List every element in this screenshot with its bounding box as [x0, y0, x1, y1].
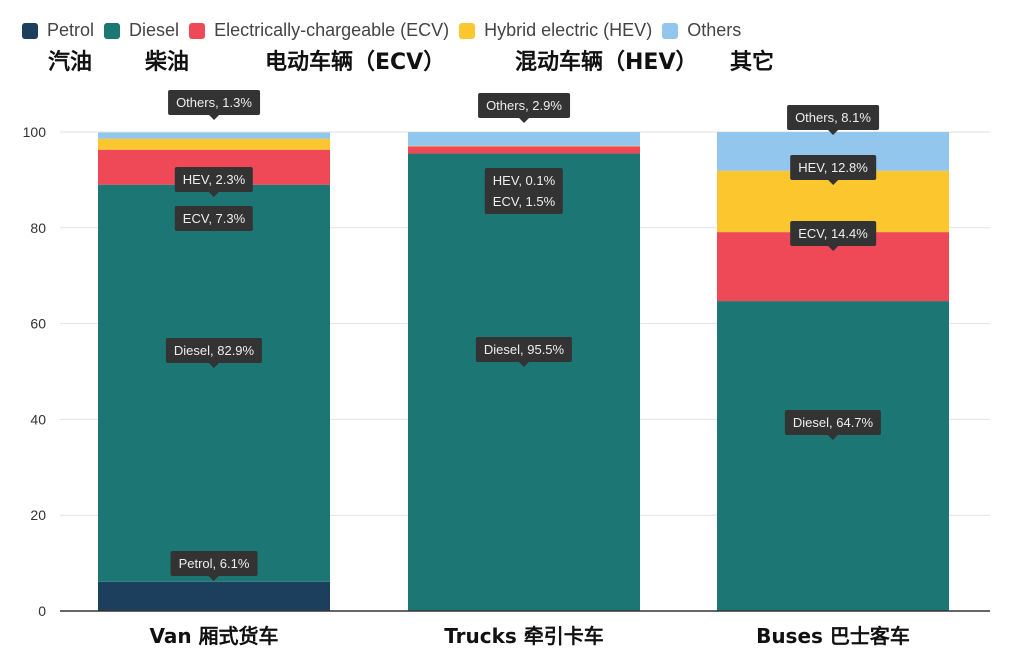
legend-item-electrically-chargeable[interactable]: Electrically-chargeable (ECV) — [189, 20, 449, 41]
legend-item-hybrid[interactable]: Hybrid electric (HEV) — [459, 20, 652, 41]
legend-label: Petrol — [47, 20, 95, 40]
data-label-tooltip: ECV, 1.5% — [484, 189, 564, 214]
legend-label: Others — [687, 20, 742, 40]
data-label-tooltip: Diesel, 64.7% — [784, 410, 882, 440]
legend: Petrol Diesel Electrically-chargeable (ECV… — [22, 20, 751, 41]
bar-segment-diesel — [717, 301, 949, 611]
legend-swatch — [22, 22, 38, 39]
y-tick-label: 100 — [23, 124, 47, 140]
y-tick-label: 20 — [30, 507, 46, 523]
legend-swatch — [459, 22, 476, 39]
legend-label: Diesel — [129, 20, 180, 40]
data-label-tooltip: ECV, 7.3% — [174, 206, 254, 231]
data-label-tooltip: Petrol, 6.1% — [170, 551, 258, 581]
bar-segment-diesel — [98, 184, 330, 582]
x-category-label: Buses 巴士客车 — [756, 624, 910, 648]
legend-label: Electrically-chargeable (ECV) — [214, 20, 450, 40]
data-label-tooltip: HEV, 12.8% — [790, 155, 876, 185]
y-tick-label: 60 — [30, 316, 46, 332]
legend-item-petrol[interactable]: Petrol — [22, 20, 94, 41]
y-tick-label: 0 — [38, 603, 46, 619]
bar-segment-diesel — [408, 153, 640, 611]
bar-segment-hev — [98, 138, 330, 150]
bar-segment-ecv — [408, 146, 640, 154]
bar-segment-others — [408, 132, 640, 146]
legend-label-cn: 电动车辆（ECV） — [265, 50, 446, 75]
x-category-label: Trucks 牵引卡车 — [444, 624, 604, 648]
legend-label-cn: 柴油 — [145, 50, 190, 75]
data-label-tooltip: ECV, 14.4% — [790, 221, 876, 251]
legend-item-others[interactable]: Others — [662, 20, 741, 41]
legend-label-cn: 汽油 — [48, 50, 93, 75]
legend-label-cn: 其它 — [730, 50, 775, 75]
data-label-tooltip: Diesel, 95.5% — [475, 337, 573, 367]
legend-label-cn: 混动车辆（HEV） — [515, 50, 698, 75]
bar-segment-petrol — [98, 581, 330, 611]
legend-swatch — [189, 22, 206, 39]
legend-swatch — [104, 22, 121, 39]
data-label-tooltip: HEV, 0.1% — [484, 168, 564, 193]
data-label-tooltip: Others, 8.1% — [787, 105, 879, 135]
data-label-tooltip: Others, 1.3% — [168, 90, 260, 120]
data-label-tooltip: Diesel, 82.9% — [165, 338, 263, 368]
legend-label: Hybrid electric (HEV) — [484, 20, 653, 40]
y-tick-label: 40 — [30, 411, 46, 427]
y-tick-label: 80 — [30, 220, 46, 236]
legend-swatch — [662, 22, 679, 39]
bar-segment-others — [98, 132, 330, 139]
data-label-tooltip: Others, 2.9% — [478, 93, 570, 123]
legend-item-diesel[interactable]: Diesel — [104, 20, 179, 41]
data-label-tooltip: HEV, 2.3% — [174, 167, 254, 197]
x-category-label: Van 厢式货车 — [149, 624, 278, 648]
